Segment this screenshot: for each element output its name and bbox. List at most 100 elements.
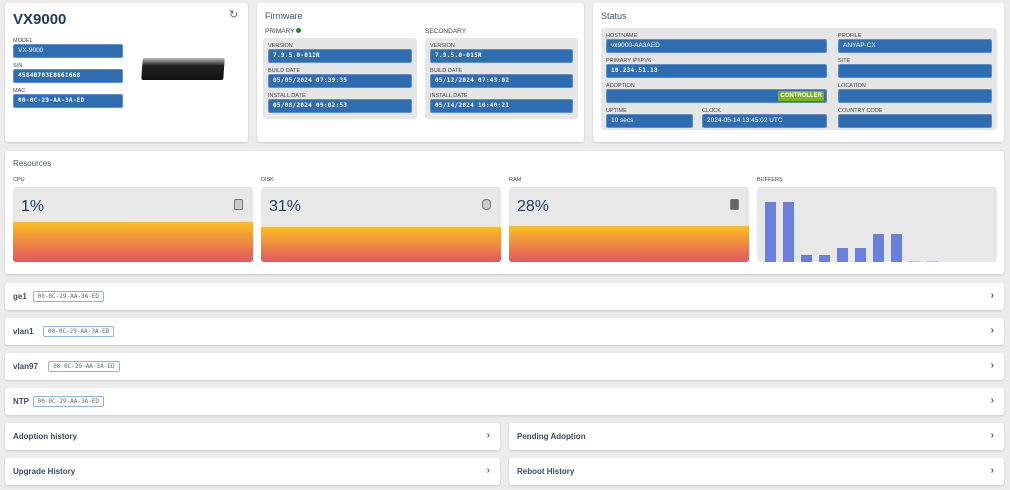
interface-row-ge1[interactable]: ge1 00-0C-29-AA-3A-ED › <box>5 283 1004 310</box>
secondary-build-field: 05/12/2024 07:43:02 <box>430 74 573 88</box>
interface-name: NTP <box>13 397 29 406</box>
interface-row-vlan1[interactable]: vlan1 00-0C-29-AA-3A-ED › <box>5 318 1004 345</box>
cpu-fill <box>13 221 253 262</box>
active-status-dot-icon <box>296 28 302 33</box>
label: BUILD DATE <box>268 68 300 74</box>
panel-title: Upgrade History <box>13 467 76 476</box>
label: HOSTNAME <box>606 33 638 39</box>
label: UPTIME <box>606 108 627 114</box>
hostname-field: vx9000-AA3AED <box>606 39 827 53</box>
ram-percent: 28% <box>517 198 550 215</box>
chevron-right-icon: › <box>990 395 994 406</box>
buffer-bar <box>801 254 812 262</box>
buffer-bar <box>855 247 866 262</box>
refresh-icon[interactable]: ↻ <box>229 9 239 21</box>
label: CLOCK <box>702 108 721 114</box>
model-field: VX-9000 <box>13 44 123 58</box>
ip-field: 10.234.51.18 <box>606 64 827 78</box>
secondary-install-field: 05/14/2024 10:40:21 <box>430 99 573 113</box>
firmware-card: Firmware PRIMARY VERSION 7.9.5.0-012R BU… <box>257 3 584 142</box>
label: SITE <box>838 58 851 64</box>
interface-row-NTP[interactable]: NTP 00-0C-29-AA-3A-ED › <box>5 388 1004 415</box>
chevron-right-icon: › <box>486 430 490 441</box>
pending-adoption-panel[interactable]: Pending Adoption › <box>509 423 1004 450</box>
interface-name: ge1 <box>13 292 27 301</box>
site-field <box>838 64 992 78</box>
label: ADOPTION <box>606 83 635 89</box>
primary-install-field: 05/08/2024 09:02:53 <box>268 99 412 113</box>
chevron-right-icon: › <box>990 360 994 371</box>
buffer-bar <box>891 233 902 262</box>
label: LOCATION <box>838 83 866 89</box>
cpu-percent: 1% <box>21 198 45 215</box>
location-field <box>838 89 992 103</box>
primary-text: PRIMARY <box>265 28 295 35</box>
buffer-bar <box>873 233 884 262</box>
buffer-bar <box>837 247 848 262</box>
primary-box: VERSION 7.9.5.0-012R BUILD DATE 05/05/20… <box>263 38 417 119</box>
status-box: HOSTNAME vx9000-AA3AED PRIMARY IP/IPV6 1… <box>601 28 997 130</box>
sn-field: 4584B703E8661668 <box>13 69 123 83</box>
primary-build-field: 05/05/2024 07:39:35 <box>268 74 412 88</box>
adoption-field: CONTROLLER <box>606 89 827 103</box>
interface-mac-badge: 00-0C-29-AA-3A-ED <box>32 396 105 407</box>
interface-mac-badge: 00-0C-29-AA-3A-ED <box>48 361 120 372</box>
secondary-version-field: 7.9.5.0-015R <box>430 49 573 63</box>
disk-fill <box>261 226 501 262</box>
buffers-label: BUFFERS <box>757 177 783 183</box>
database-icon <box>482 199 491 210</box>
buffer-bar <box>909 260 920 262</box>
label: PROFILE <box>838 33 862 39</box>
device-card: VX9000 ↻ MODEL VX-9000 S/N 4584B703E8661… <box>5 3 248 142</box>
disk-percent: 31% <box>269 198 302 215</box>
label: INSTALL DATE <box>430 93 468 99</box>
adoption-history-panel[interactable]: Adoption history › <box>5 423 500 450</box>
chevron-right-icon: › <box>990 430 994 441</box>
label: VERSION <box>430 43 455 49</box>
chevron-right-icon: › <box>990 325 994 336</box>
ram-gauge: 28% <box>509 187 749 262</box>
label: INSTALL DATE <box>268 93 306 99</box>
model-label: MODEL <box>13 38 33 44</box>
device-image <box>141 58 225 80</box>
mac-label: MAC <box>13 88 26 94</box>
panel-title: Adoption history <box>13 432 77 441</box>
cpu-label: CPU <box>13 177 25 183</box>
mac-field: 00-0C-29-AA-3A-ED <box>13 94 123 108</box>
memory-icon <box>730 199 739 210</box>
interface-row-vlan97[interactable]: vlan97 00-0C-29-AA-3A-ED › <box>5 353 1004 380</box>
sn-label: S/N <box>13 63 23 69</box>
disk-label: DISK <box>261 177 274 183</box>
panel-title: Reboot History <box>517 467 575 476</box>
ram-label: RAM <box>509 177 522 183</box>
buffers-chart <box>757 187 997 262</box>
cpu-chip-icon <box>234 199 243 210</box>
buffer-bar <box>783 202 794 262</box>
upgrade-history-panel[interactable]: Upgrade History › <box>5 458 500 485</box>
ram-fill <box>509 225 749 262</box>
firmware-title: Firmware <box>265 11 303 21</box>
secondary-box: VERSION 7.9.5.0-015R BUILD DATE 05/12/20… <box>425 38 578 119</box>
label: VERSION <box>268 43 293 49</box>
status-title: Status <box>601 11 627 21</box>
reboot-history-panel[interactable]: Reboot History › <box>509 458 1004 485</box>
status-card: Status HOSTNAME vx9000-AA3AED PRIMARY IP… <box>593 3 1004 142</box>
country-code-field <box>838 114 992 128</box>
secondary-label: SECONDARY <box>425 28 467 35</box>
uptime-field: 10 secs <box>606 114 693 128</box>
interface-name: vlan1 <box>13 327 34 336</box>
clock-field: 2024-05-14 13:45:02 UTC <box>702 114 827 128</box>
primary-label: PRIMARY <box>265 28 302 35</box>
label: BUILD DATE <box>430 68 462 74</box>
cpu-gauge: 1% <box>13 187 253 262</box>
profile-field: ANYAP-CX <box>838 39 992 53</box>
chevron-right-icon: › <box>990 290 994 301</box>
interface-mac-badge: 00-0C-29-AA-3A-ED <box>32 291 105 302</box>
buffer-bar <box>927 261 938 262</box>
buffer-bar <box>765 202 776 262</box>
device-title: VX9000 <box>13 11 67 28</box>
disk-gauge: 31% <box>261 187 501 262</box>
interface-name: vlan97 <box>13 362 38 371</box>
buffer-bar <box>819 254 830 262</box>
chevron-right-icon: › <box>990 465 994 476</box>
